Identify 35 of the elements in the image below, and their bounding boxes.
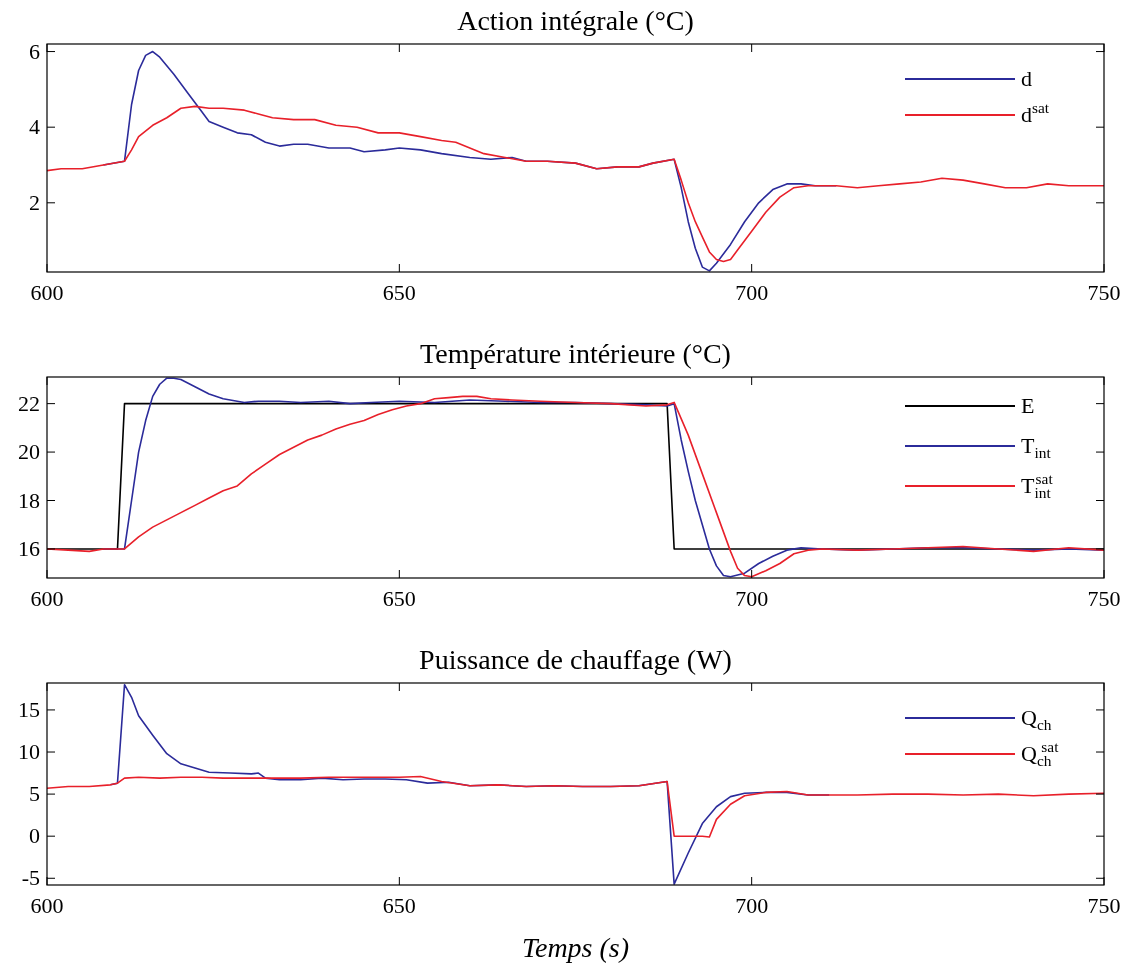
y-tick-label: 0 [29,823,40,849]
line-series [46,775,1105,838]
x-tick-label: 700 [735,586,769,611]
y-tick-label: 4 [29,114,40,140]
y-tick-label: 2 [29,189,40,215]
y-tick-label: 20 [18,439,40,465]
y-tick-label: 16 [18,535,40,561]
chart-title: Température intérieure (°C) [420,338,731,369]
legend-label: Q$_{ch}$ [1021,705,1052,733]
x-tick-label: 700 [735,893,769,918]
chart-title: Action intégrale (°C) [457,5,694,36]
x-tick-label: 600 [30,893,64,918]
legend-label: d$^{sat}$ [1021,99,1050,127]
chart-title: Puissance de chauffage (W) [419,644,732,675]
x-tick-label: 750 [1087,586,1121,611]
x-axis-title: Temps (s) [521,932,630,963]
x-tick-label: 650 [382,893,416,918]
y-tick-label: 22 [18,390,40,416]
x-tick-label: 750 [1087,280,1121,305]
line-series [46,105,1105,263]
legend-label: T$_{int}$ [1021,433,1052,461]
legend-label: E [1021,393,1035,418]
x-tick-label: 600 [30,586,64,611]
y-tick-label: 5 [29,781,40,807]
x-tick-label: 750 [1087,893,1121,918]
y-tick-label: 15 [18,696,40,722]
x-tick-label: 650 [382,586,416,611]
x-tick-label: 700 [735,280,769,305]
x-tick-label: 650 [382,280,416,305]
y-tick-label: -5 [21,865,40,891]
x-tick-label: 600 [30,280,64,305]
y-tick-label: 6 [29,38,40,64]
y-tick-label: 10 [18,739,40,765]
y-tick-label: 18 [18,487,40,513]
legend-label: d [1021,66,1032,91]
